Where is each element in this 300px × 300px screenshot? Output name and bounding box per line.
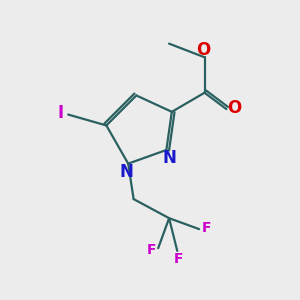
Text: F: F — [174, 251, 183, 266]
Text: O: O — [196, 40, 210, 58]
Text: I: I — [58, 104, 64, 122]
Text: N: N — [120, 163, 134, 181]
Text: F: F — [202, 221, 211, 235]
Text: O: O — [227, 99, 241, 117]
Text: N: N — [162, 148, 176, 166]
Text: F: F — [147, 243, 156, 257]
